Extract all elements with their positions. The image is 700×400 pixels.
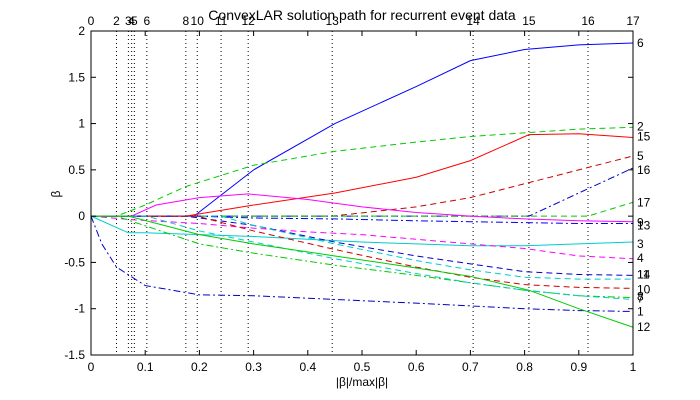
series-line-6	[91, 42, 634, 217]
x-tick-label: 0.7	[462, 360, 479, 374]
series-line-2	[91, 126, 634, 217]
series-line-17	[91, 201, 634, 217]
x-tick-label: 0	[88, 360, 95, 374]
series-line-7	[91, 215, 634, 300]
y-tick-label: -0.5	[64, 255, 85, 269]
end-label: 3	[637, 237, 644, 251]
x-tick-label: 0.5	[354, 360, 371, 374]
y-tick-label: 1	[78, 117, 85, 131]
chart-title: ConvexLAR solution path for recurrent ev…	[208, 7, 516, 23]
step-label: 3	[125, 14, 132, 28]
step-label: 6	[143, 14, 150, 28]
end-label: 10	[637, 282, 651, 296]
step-label: 4	[128, 14, 135, 28]
end-label: 17	[637, 195, 651, 209]
x-tick-label: 0.4	[299, 360, 316, 374]
end-label: 15	[637, 130, 651, 144]
end-label: 8	[637, 290, 644, 304]
end-label: 11	[637, 267, 650, 281]
step-label: 14	[466, 14, 480, 28]
series-line-1	[90, 215, 634, 312]
end-label: 4	[637, 251, 644, 265]
step-label: 0	[88, 14, 95, 28]
series-line-13	[91, 215, 633, 225]
series-line-10	[91, 215, 634, 289]
x-tick-label: 0.1	[137, 360, 154, 374]
end-label: 16	[637, 163, 651, 177]
step-label: 10	[191, 14, 205, 28]
x-axis-title: |β|/max|β|	[336, 375, 388, 389]
x-tick-label: 0.3	[245, 360, 262, 374]
series-line-11	[91, 215, 633, 280]
step-label: 8	[183, 14, 190, 28]
step-label: 12	[242, 14, 256, 28]
step-label: 2	[113, 14, 120, 28]
y-tick-label: -1.5	[64, 348, 85, 362]
end-label: 12	[637, 320, 651, 334]
x-tick-label: 0.2	[191, 360, 208, 374]
series-line-15	[91, 133, 634, 217]
step-label: 5	[131, 14, 138, 28]
x-tick-label: 0.6	[408, 360, 425, 374]
x-tick-label: 0.8	[516, 360, 533, 374]
y-tick-label: 2	[78, 24, 85, 38]
step-label: 16	[581, 14, 595, 28]
x-tick-label: 0.9	[570, 360, 587, 374]
y-axis-title: β	[49, 190, 63, 197]
plot-area: 0 2 345 6 8 10 11 12 13 14 15 16 170 0.1 0.2 0.3 0.4 0.5 0…	[64, 14, 650, 374]
step-label: 11	[215, 14, 228, 28]
end-label: 14	[637, 267, 651, 281]
series-line-3	[90, 215, 634, 247]
step-label: 13	[326, 14, 340, 28]
end-label: 5	[637, 149, 644, 163]
end-label: 13	[637, 218, 651, 232]
end-label: 9	[637, 216, 644, 230]
x-tick-label: 1	[630, 360, 637, 374]
series-line-9	[91, 193, 634, 223]
end-label: 2	[637, 119, 644, 133]
y-tick-label: 0.5	[68, 163, 85, 177]
series-line-16	[91, 167, 634, 217]
series-line-4	[90, 215, 634, 260]
end-label: 7	[637, 292, 644, 306]
step-label: 17	[626, 14, 640, 28]
step-label: 15	[522, 14, 536, 28]
y-tick-label: 0	[78, 209, 85, 223]
series-line-8	[91, 215, 634, 299]
series-line-12	[91, 215, 634, 328]
y-tick-label: 1.5	[68, 70, 85, 84]
series-line-14	[91, 215, 634, 276]
end-label: 6	[637, 36, 644, 50]
y-tick-label: -1	[74, 302, 85, 316]
end-label: 1	[637, 304, 644, 318]
